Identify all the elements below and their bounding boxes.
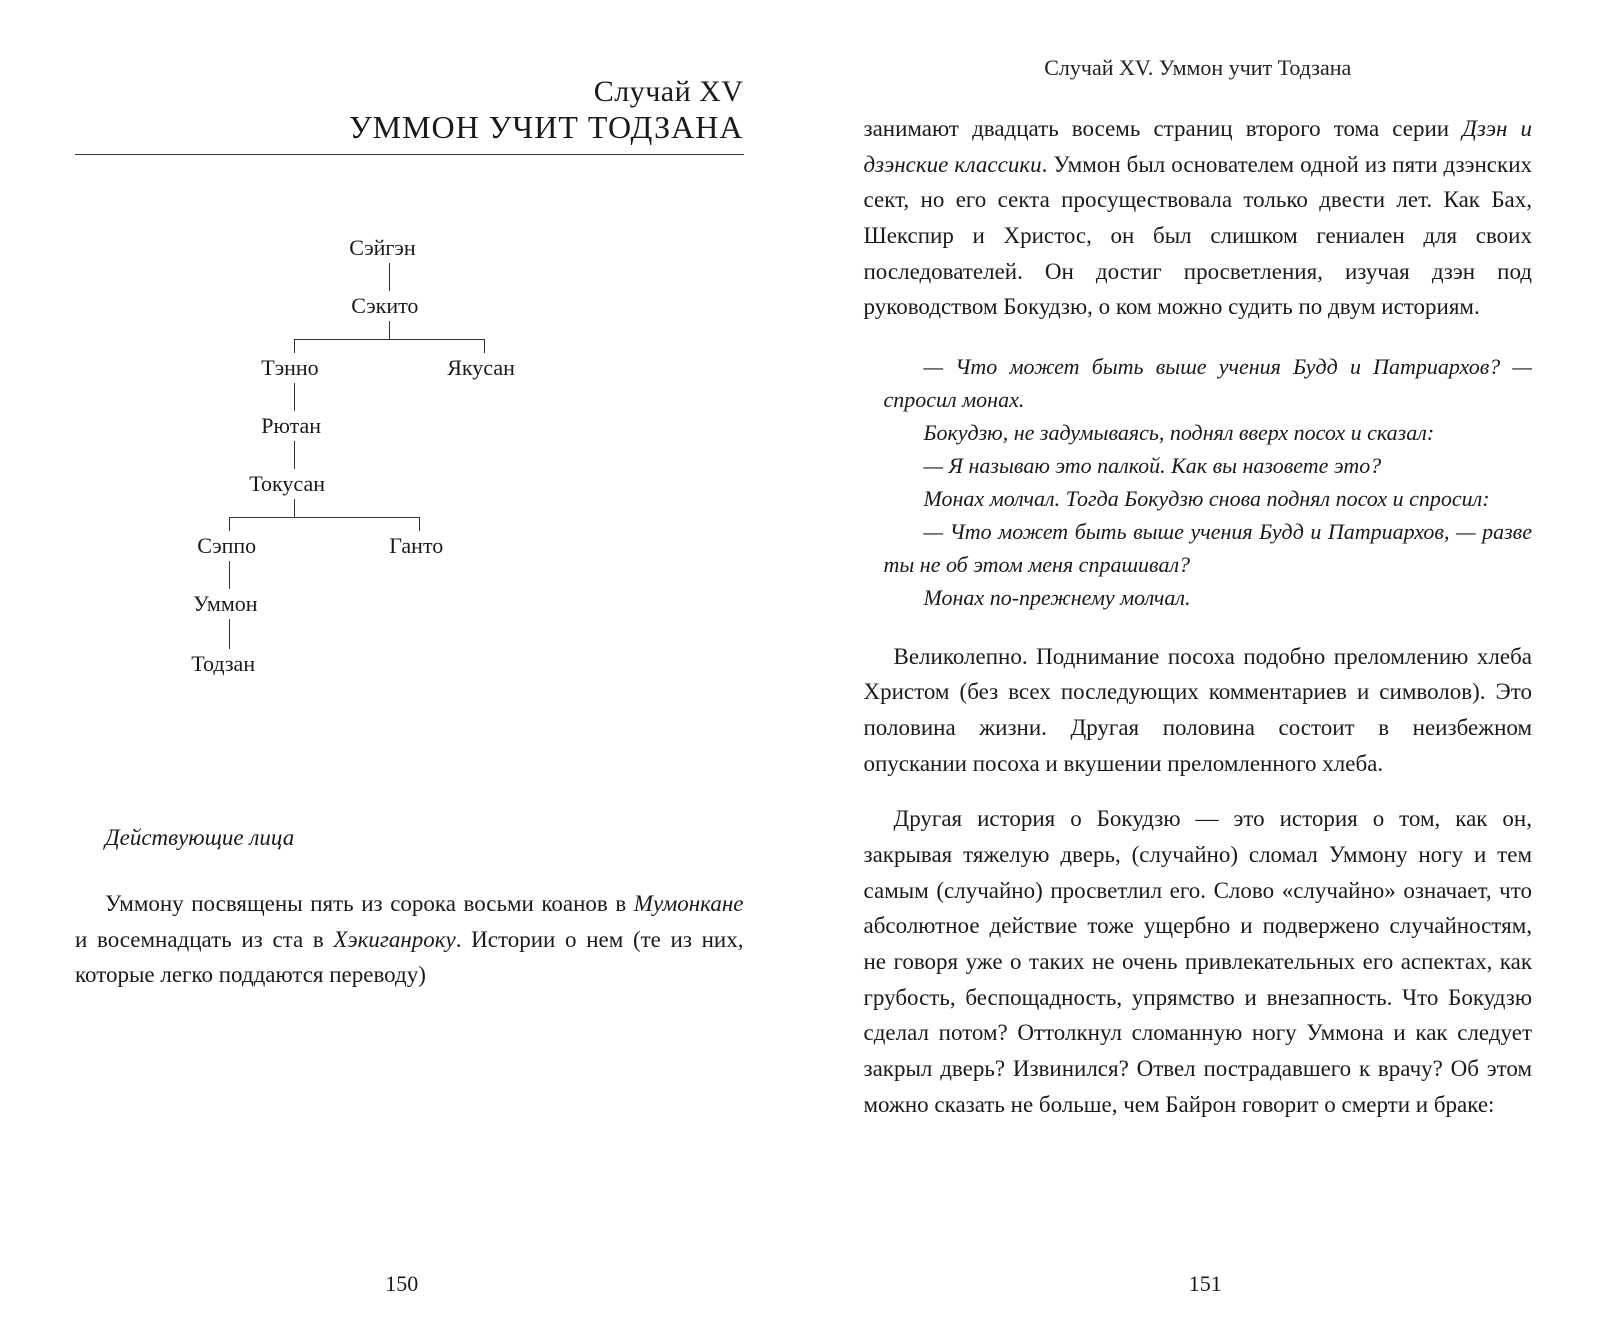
tree-line xyxy=(419,517,420,531)
tree-line xyxy=(389,263,390,291)
tree-node: Тодзан xyxy=(191,651,255,677)
body-paragraph: Великолепно. Поднимание посоха подобно п… xyxy=(864,639,1533,782)
chapter-title: Случай XV УММОН УЧИТ ТОДЗАНА xyxy=(75,75,744,146)
tree-line xyxy=(229,561,230,589)
tree-line xyxy=(294,339,484,340)
text-run: Уммону посвящены пять из сорока восьми к… xyxy=(105,891,634,916)
tree-node: Сэйгэн xyxy=(349,235,415,261)
title-rule xyxy=(75,154,744,155)
page-left: Случай XV УММОН УЧИТ ТОДЗАНА Сэйгэн Сэки… xyxy=(0,0,804,1337)
tree-node: Якусан xyxy=(447,355,515,381)
tree-line xyxy=(229,619,230,649)
quote-line: — Что может быть выше учения Будд и Патр… xyxy=(884,515,1533,581)
tree-node: Тэнно xyxy=(261,355,318,381)
body-paragraph: Другая история о Бокудзю — это история о… xyxy=(864,801,1533,1122)
tree-line xyxy=(229,517,419,518)
page-number: 150 xyxy=(0,1271,804,1297)
section-heading: Действующие лица xyxy=(105,825,744,851)
tree-line xyxy=(294,499,295,517)
book-title: Хэкиганроку xyxy=(333,927,455,952)
tree-node: Рютан xyxy=(261,413,321,439)
body-paragraph: занимают двадцать восемь страниц второго… xyxy=(864,111,1533,325)
tree-node: Токусан xyxy=(249,471,325,497)
tree-node: Сэппо xyxy=(197,533,256,559)
quote-line: — Что может быть выше учения Будд и Патр… xyxy=(884,350,1533,416)
text-run: занимают двадцать восемь страниц второго… xyxy=(864,116,1463,141)
tree-line xyxy=(294,339,295,353)
tree-line xyxy=(484,339,485,353)
chapter-name: УММОН УЧИТ ТОДЗАНА xyxy=(75,109,744,146)
tree-line xyxy=(389,321,390,339)
tree-node: Сэкито xyxy=(351,293,418,319)
quote-line: Монах по-прежнему молчал. xyxy=(884,581,1533,614)
tree-line xyxy=(229,517,230,531)
quote-line: Монах молчал. Тогда Бокудзю снова поднял… xyxy=(884,482,1533,515)
tree-node: Уммон xyxy=(193,591,257,617)
page-right: Случай XV. Уммон учит Тодзана занимают д… xyxy=(804,0,1607,1337)
running-header: Случай XV. Уммон учит Тодзана xyxy=(864,55,1533,81)
lineage-tree: Сэйгэн Сэкито Тэнно Якусан Рютан Токусан… xyxy=(35,235,744,725)
text-run: и восемнадцать из ста в xyxy=(75,927,333,952)
tree-line xyxy=(294,383,295,411)
page-number: 151 xyxy=(804,1271,1607,1297)
chapter-number: Случай XV xyxy=(75,75,744,109)
quote-line: — Я называю это палкой. Как вы назовете … xyxy=(884,449,1533,482)
quote-line: Бокудзю, не задумываясь, поднял вверх по… xyxy=(884,416,1533,449)
body-paragraph: Уммону посвящены пять из сорока восьми к… xyxy=(75,886,744,993)
tree-line xyxy=(294,441,295,469)
book-title: Мумонкане xyxy=(634,891,744,916)
tree-node: Ганто xyxy=(389,533,443,559)
block-quote: — Что может быть выше учения Будд и Патр… xyxy=(884,350,1533,614)
